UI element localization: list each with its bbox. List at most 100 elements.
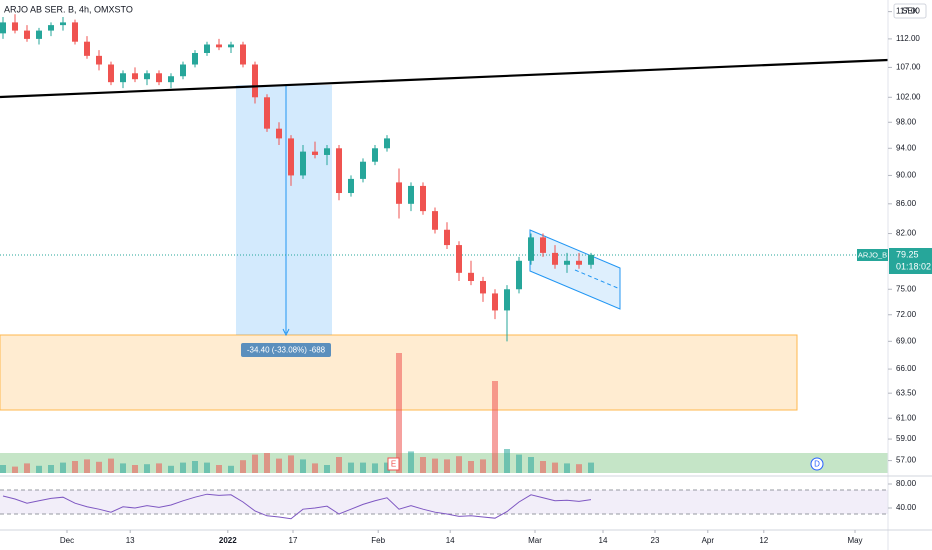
volume-bar	[120, 463, 126, 473]
volume-bar	[288, 455, 294, 473]
candle-body	[168, 76, 174, 83]
candle-body	[60, 22, 66, 26]
candle-body	[408, 185, 414, 204]
volume-bar	[384, 462, 390, 473]
candle-body	[420, 185, 426, 212]
volume-bar	[252, 454, 258, 473]
x-tick-label: 17	[289, 536, 298, 545]
candle-body	[96, 55, 102, 65]
x-tick-label: 23	[651, 536, 660, 545]
volume-bar	[216, 465, 222, 473]
candle-body	[24, 30, 30, 39]
candle-body	[300, 151, 306, 176]
volume-bar	[528, 457, 534, 473]
candle-body	[552, 252, 558, 265]
candle-body	[468, 272, 474, 281]
volume-bar	[192, 461, 198, 473]
volume-bar	[456, 456, 462, 473]
y-tick-label: 112.00	[896, 34, 920, 43]
candle-body	[120, 73, 126, 83]
volume-bar	[132, 465, 138, 473]
volume-bar	[228, 465, 234, 473]
rsi-line	[2, 493, 592, 520]
currency-box[interactable]	[893, 3, 927, 19]
candle-body	[84, 41, 90, 56]
volume-bar	[36, 465, 42, 473]
candle-body	[252, 64, 258, 98]
volume-bar	[84, 459, 90, 473]
currency: SEK	[902, 7, 919, 16]
volume-bar	[180, 462, 186, 473]
overlays: -34.40 (-33.08%) -688 E D ARJO AB SER. B…	[0, 4, 889, 471]
volume-bar	[360, 462, 366, 473]
y-tick-label: 59.00	[896, 434, 917, 443]
candle-body	[264, 97, 270, 129]
x-tick-label: 14	[599, 536, 608, 545]
candle-body	[444, 229, 450, 246]
y-tick-label: 72.00	[896, 310, 917, 319]
volume-bar	[336, 457, 342, 473]
y-tick-label: 102.00	[896, 92, 921, 101]
y-tick-label: 69.00	[896, 336, 917, 345]
y-tick-label: 57.00	[896, 456, 917, 465]
candle-body	[144, 73, 150, 80]
volume-bar	[552, 462, 558, 473]
candle-body	[576, 260, 582, 265]
candle-body	[324, 148, 330, 155]
candle-body	[72, 22, 78, 42]
x-tick-label: Mar	[528, 536, 542, 545]
volume-bar	[420, 457, 426, 473]
dividend-marker-label: D	[814, 460, 820, 469]
x-tick-label: 2022	[219, 536, 237, 545]
rsi-band	[0, 489, 888, 514]
price-tag-label: 79.25	[896, 249, 919, 259]
volume-bar	[168, 465, 174, 473]
candle-body	[0, 22, 6, 34]
candle-body	[360, 161, 366, 179]
volume-bar	[576, 464, 582, 473]
candle-body	[132, 73, 138, 80]
y-tick-label: 61.00	[896, 413, 917, 422]
y-tick-label: 86.00	[896, 199, 917, 208]
candle-body	[564, 260, 570, 265]
candle-body	[588, 254, 594, 265]
volume-bar	[564, 463, 570, 473]
volume-bar	[144, 464, 150, 473]
volume-bar	[240, 460, 246, 473]
volume-bar	[24, 463, 30, 473]
volume-bar	[444, 459, 450, 473]
candle-body	[204, 44, 210, 53]
volume-bar	[312, 463, 318, 473]
y-tick-label: 66.00	[896, 364, 917, 373]
candle-body	[312, 151, 318, 155]
candle-body	[456, 245, 462, 273]
earnings-marker	[387, 457, 400, 471]
rsi-tick-label: 80.00	[896, 479, 917, 488]
y-tick-label: 82.00	[896, 229, 917, 238]
y-tick-label: 98.00	[896, 117, 917, 126]
volume-bar	[492, 381, 498, 473]
candle-body	[432, 211, 438, 230]
volume-bar	[396, 353, 402, 473]
y-tick-label: 63.50	[896, 388, 917, 397]
volume-bar	[540, 461, 546, 473]
x-tick-label: Apr	[702, 536, 715, 545]
candle-body	[504, 289, 510, 311]
candle-body	[180, 64, 186, 77]
volume-bar	[12, 466, 18, 473]
x-tick-label: 13	[126, 536, 135, 545]
measure-arrow-head	[282, 328, 290, 337]
rsi-tick-label: 40.00	[896, 503, 917, 512]
volume-bar	[408, 451, 414, 473]
candle-body	[480, 280, 486, 294]
candle-body	[36, 30, 42, 39]
candle-body	[156, 73, 162, 83]
y-tick-label: 94.00	[896, 143, 917, 152]
candle-body	[216, 44, 222, 48]
volume-bar	[276, 458, 282, 473]
volume-bar	[156, 463, 162, 473]
candle-body	[240, 44, 246, 65]
x-tick-label: Feb	[371, 536, 385, 545]
axes: 117.00 112.00 107.00 102.00 98.00 94.00 90.00 8…	[60, 7, 921, 545]
